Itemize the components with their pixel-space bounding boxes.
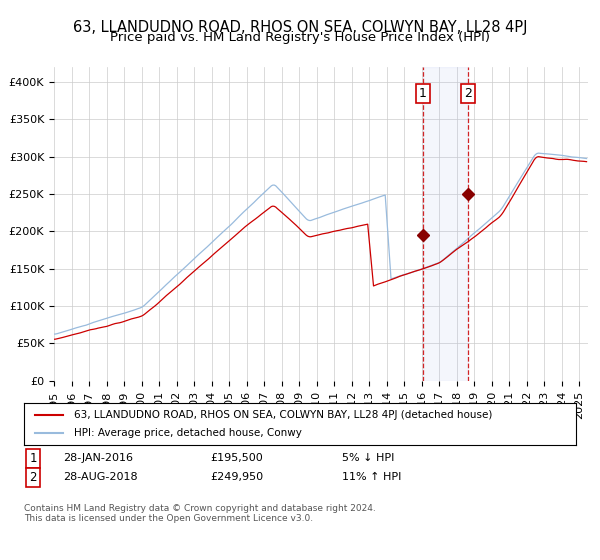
Text: 28-AUG-2018: 28-AUG-2018: [63, 472, 137, 482]
Text: HPI: Average price, detached house, Conwy: HPI: Average price, detached house, Conw…: [74, 428, 302, 438]
Text: 2: 2: [29, 470, 37, 484]
Text: 1: 1: [419, 87, 427, 100]
Text: 63, LLANDUDNO ROAD, RHOS ON SEA, COLWYN BAY, LL28 4PJ (detached house): 63, LLANDUDNO ROAD, RHOS ON SEA, COLWYN …: [74, 410, 492, 420]
Text: 11% ↑ HPI: 11% ↑ HPI: [342, 472, 401, 482]
Text: £249,950: £249,950: [210, 472, 263, 482]
Text: £195,500: £195,500: [210, 453, 263, 463]
Text: 5% ↓ HPI: 5% ↓ HPI: [342, 453, 394, 463]
Text: 28-JAN-2016: 28-JAN-2016: [63, 453, 133, 463]
Text: Contains HM Land Registry data © Crown copyright and database right 2024.
This d: Contains HM Land Registry data © Crown c…: [24, 504, 376, 524]
Text: Price paid vs. HM Land Registry's House Price Index (HPI): Price paid vs. HM Land Registry's House …: [110, 31, 490, 44]
Bar: [423, 67, 469, 381]
Text: 63, LLANDUDNO ROAD, RHOS ON SEA, COLWYN BAY, LL28 4PJ: 63, LLANDUDNO ROAD, RHOS ON SEA, COLWYN …: [73, 20, 527, 35]
Text: 2: 2: [464, 87, 472, 100]
Text: 1: 1: [29, 451, 37, 465]
